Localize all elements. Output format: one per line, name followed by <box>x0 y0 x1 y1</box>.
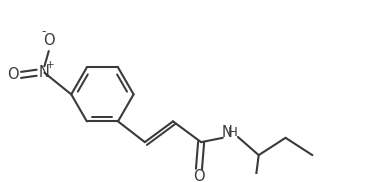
Text: +: + <box>46 60 55 70</box>
Text: O: O <box>7 67 19 82</box>
Text: O: O <box>43 33 55 48</box>
Text: N: N <box>222 125 233 140</box>
Text: O: O <box>193 169 205 182</box>
Text: -: - <box>41 25 46 38</box>
Text: N: N <box>39 65 50 80</box>
Text: H: H <box>228 126 238 139</box>
